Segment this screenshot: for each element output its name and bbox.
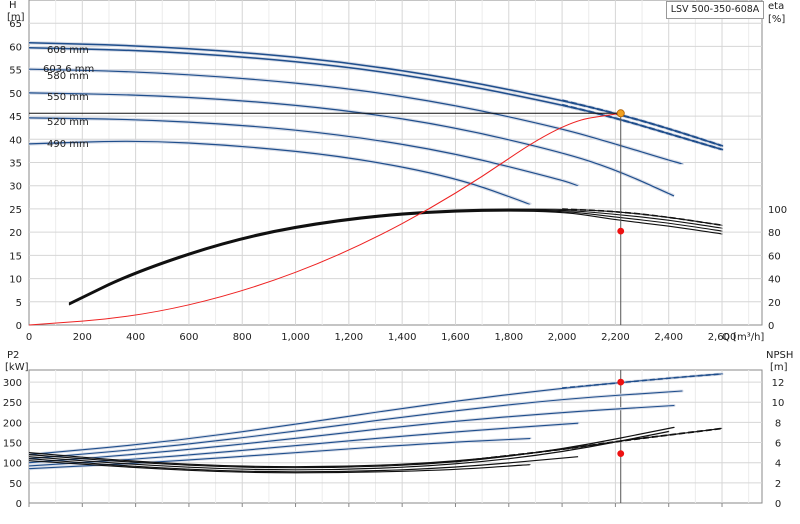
head-axis-unit: [m] (7, 12, 25, 23)
head-curve-label: 550 mm (47, 92, 89, 103)
head-tick-label: 40 (9, 135, 22, 146)
power-curve (28, 390, 683, 460)
npsh-tick-label: 12 (772, 378, 785, 389)
head-tick-label: 45 (9, 112, 22, 123)
p2-tick-label: 200 (3, 418, 22, 429)
flow-tick-label: 600 (179, 332, 198, 343)
head-curve-label: 580 mm (47, 71, 89, 82)
npsh-point-marker (617, 450, 625, 458)
npsh-axis-label: NPSH (766, 350, 793, 361)
head-tick-label: 60 (9, 42, 22, 53)
npsh-tick-label: 0 (775, 499, 781, 510)
flow-tick-label: 2,000 (548, 332, 577, 343)
head-tick-label: 30 (9, 182, 22, 193)
eta-axis-unit: [%] (768, 14, 785, 25)
p2-tick-label: 0 (16, 499, 22, 510)
flow-tick-label: 1,200 (335, 332, 364, 343)
head-tick-label: 10 (9, 275, 22, 286)
power-point-marker (617, 378, 625, 386)
flow-tick-label: 1,000 (281, 332, 310, 343)
head-tick-label: 55 (9, 66, 22, 77)
head-tick-label: 25 (9, 205, 22, 216)
head-curve-label: 603.6 mm (43, 64, 94, 75)
head-curve-extension (561, 103, 724, 151)
p2-tick-label: 50 (9, 479, 22, 490)
npsh-tick-label: 8 (775, 418, 781, 429)
npsh-curve-extension (455, 427, 723, 463)
system-curve (28, 112, 621, 326)
head-curve (28, 140, 531, 205)
flow-tick-label: 400 (126, 332, 145, 343)
eta-tick-label: 100 (768, 205, 787, 216)
head-tick-label: 0 (16, 321, 22, 332)
p2-tick-label: 300 (3, 378, 22, 389)
p2-tick-label: 150 (3, 439, 22, 450)
head-tick-label: 15 (9, 251, 22, 262)
flow-tick-label: 0 (26, 332, 32, 343)
eta-tick-label: 60 (768, 251, 781, 262)
eta-tick-label: 80 (768, 228, 781, 239)
head-curve-label: 608 mm (47, 45, 89, 56)
npsh-tick-label: 4 (775, 459, 781, 470)
head-tick-label: 65 (9, 19, 22, 30)
npsh-tick-label: 10 (772, 398, 785, 409)
npsh-curve (28, 456, 579, 473)
efficiency-curve-extension (562, 208, 723, 227)
npsh-tick-label: 2 (775, 479, 781, 490)
head-tick-label: 20 (9, 228, 22, 239)
efficiency-point-marker (617, 227, 625, 235)
npsh-curve (28, 460, 531, 474)
head-curve (28, 92, 675, 197)
p2-axis-label: P2 (7, 350, 19, 361)
head-curve (28, 117, 579, 187)
power-curve-extension (562, 373, 723, 389)
flow-tick-label: 200 (73, 332, 92, 343)
npsh-curve (28, 430, 670, 471)
head-tick-label: 50 (9, 89, 22, 100)
eta-tick-label: 0 (768, 321, 774, 332)
head-curve-extension (561, 99, 724, 147)
head-tick-label: 5 (16, 298, 22, 309)
flow-tick-label: 1,600 (441, 332, 470, 343)
npsh-tick-label: 6 (775, 439, 781, 450)
head-curve-label: 520 mm (47, 117, 89, 128)
eta-axis-label: eta (768, 1, 784, 12)
power-curve (28, 404, 675, 464)
npsh-axis-unit: [m] (770, 362, 788, 373)
flow-tick-label: 1,400 (388, 332, 417, 343)
head-tick-label: 35 (9, 159, 22, 170)
p2-tick-label: 100 (3, 459, 22, 470)
head-axis-label: H (9, 0, 17, 11)
flow-axis-label: Q [m³/h] (722, 332, 764, 343)
head-curve (28, 68, 683, 165)
flow-tick-label: 1,800 (494, 332, 523, 343)
efficiency-curve (68, 210, 723, 306)
eta-tick-label: 40 (768, 275, 781, 286)
flow-tick-label: 800 (233, 332, 252, 343)
pump-model-label: LSV 500-350-608A (666, 1, 764, 19)
eta-tick-label: 20 (768, 298, 781, 309)
flow-tick-label: 2,400 (654, 332, 683, 343)
flow-tick-label: 2,600 (708, 332, 737, 343)
head-curve-label: 490 mm (47, 139, 89, 150)
p2-tick-label: 250 (3, 398, 22, 409)
p2-axis-unit: [kW] (5, 362, 29, 373)
npsh-curve (28, 426, 675, 469)
duty-point-marker (616, 109, 625, 118)
flow-tick-label: 2,200 (601, 332, 630, 343)
